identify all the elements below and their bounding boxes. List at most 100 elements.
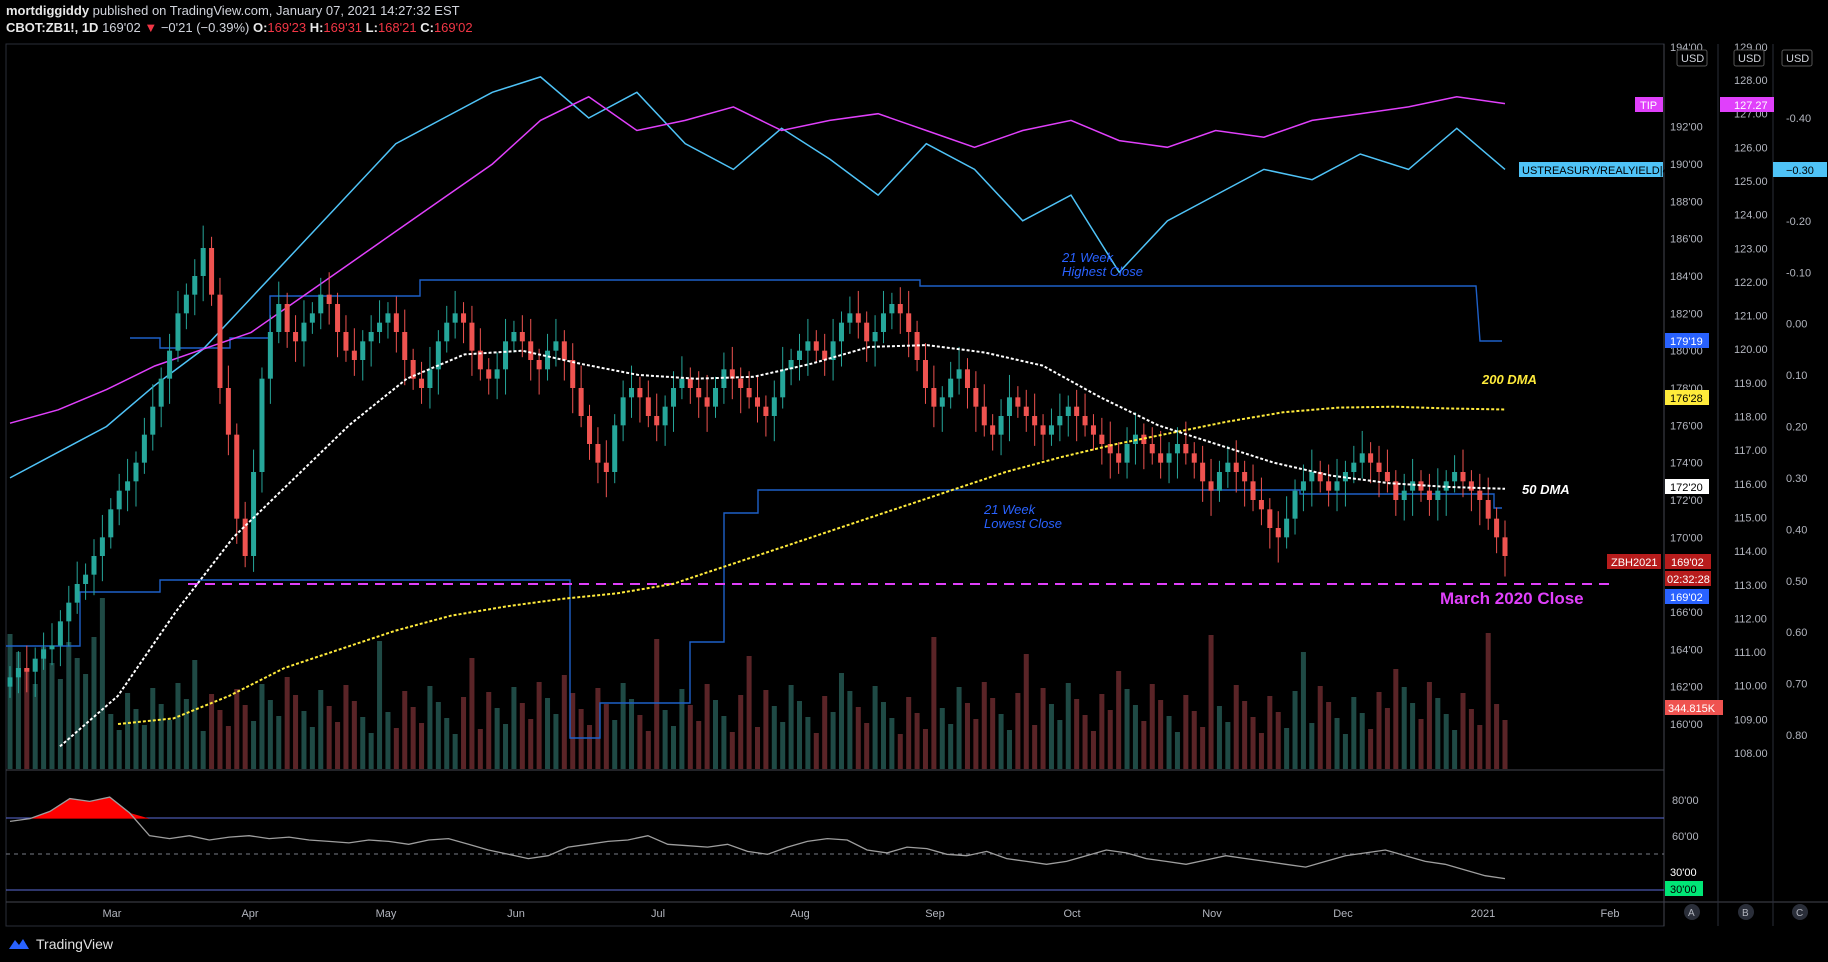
candle-body (956, 369, 962, 379)
candle-body (402, 332, 408, 360)
candle-body (209, 248, 215, 295)
contract-tag: ZBH2021 (1611, 557, 1657, 569)
volume-bar (1158, 700, 1164, 769)
axis-button-b-label: B (1742, 908, 1749, 919)
volume-bar (654, 639, 660, 769)
volume-bar (435, 702, 441, 769)
candle-body (57, 621, 63, 646)
volume-bar (1393, 669, 1399, 769)
volume-bar (595, 688, 601, 769)
volume-bar (780, 722, 786, 769)
candle-body (645, 397, 651, 416)
band-high-label-1: 21 Week (1061, 250, 1115, 265)
yield-axis[interactable]: -0.40-0.30-0.20-0.100.000.100.200.300.40… (1786, 113, 1811, 742)
candle-body (284, 304, 290, 332)
candle-body (1149, 444, 1155, 454)
volume-bar (158, 704, 164, 769)
volume-bar (15, 652, 21, 769)
volume-bar (209, 694, 215, 769)
tip-axis[interactable]: 128.00127.00126.00125.00124.00123.00122.… (1734, 42, 1768, 760)
candle-body (855, 313, 861, 323)
open-label: O: (252, 20, 268, 35)
volume-bar (721, 716, 727, 769)
tip-value-tag: 127.27 (1734, 100, 1768, 112)
candle-body (1435, 490, 1441, 500)
currency-tags: USD USD USD (1676, 49, 1813, 67)
tradingview-brand[interactable]: TradingView (8, 936, 113, 952)
rsi-axis[interactable]: 80'00 60'00 (1672, 795, 1699, 843)
month-label: Sep (925, 908, 945, 920)
candle-body (15, 668, 21, 678)
volume-bar (1057, 720, 1063, 769)
volume-bar (1342, 734, 1348, 769)
volume-bar (1200, 727, 1206, 769)
volume-bar (108, 714, 114, 769)
candle-body (267, 332, 273, 379)
axis-buttons[interactable]: A B C (1684, 904, 1808, 920)
candle-body (1494, 518, 1500, 538)
tip-tick: 128.00 (1734, 75, 1768, 87)
volume-bar (419, 723, 425, 769)
candle-body (1141, 434, 1147, 444)
candle-body (41, 649, 47, 659)
candle-body (780, 369, 786, 398)
candle-body (1502, 537, 1508, 556)
axis-button-c[interactable] (1792, 904, 1808, 920)
tip-tick: 116.00 (1734, 479, 1767, 491)
volume-bar (301, 711, 307, 769)
volume-bar (956, 687, 962, 769)
candle-body (931, 388, 937, 407)
yield-tick: 0.10 (1786, 370, 1807, 382)
candle-body (1258, 500, 1264, 510)
candle-body (419, 378, 425, 388)
candle-body (696, 388, 702, 398)
publish-info: published on TradingView.com, January 07… (92, 3, 460, 18)
volume-bar (1326, 702, 1332, 769)
volume-bar (671, 726, 677, 769)
volume-bar (343, 685, 349, 769)
yield-tick: 0.80 (1786, 730, 1807, 742)
axis-button-a[interactable] (1684, 904, 1700, 920)
author-name[interactable]: mortdiggiddy (6, 3, 90, 18)
volume-bar (830, 712, 836, 769)
volume-bar (603, 704, 609, 769)
candle-body (998, 416, 1004, 435)
candle-body (351, 350, 357, 360)
volume-bar (133, 709, 139, 769)
candle-body (1208, 481, 1214, 491)
band-low-label-1: 21 Week (983, 502, 1037, 517)
candle-body (1057, 416, 1063, 426)
candle-body (1183, 444, 1189, 454)
time-axis[interactable]: Mar Apr May Jun Jul Aug Sep Oct Nov Dec 2021 Feb (103, 908, 1620, 920)
volume-bar (1015, 693, 1021, 769)
volume-bar (528, 719, 534, 769)
price-axis[interactable]: 192'00 190'00 188'00 186'00 184'00 182'00 180'… (1670, 42, 1703, 731)
candle-body (847, 313, 853, 323)
volume-bar (872, 686, 878, 769)
volume-bar (368, 733, 374, 769)
tip-tick: 114.00 (1734, 546, 1767, 558)
candle-body (452, 313, 458, 323)
symbol-label[interactable]: CBOT:ZB1!, 1D (6, 20, 99, 35)
candle-body (671, 388, 677, 407)
candle-body (1326, 481, 1332, 491)
candle-body (1099, 434, 1105, 444)
volume-bar (1502, 720, 1508, 769)
rsi-tick-80: 80'00 (1672, 795, 1699, 807)
candle-body (813, 341, 819, 351)
yield-tick: -0.20 (1786, 216, 1811, 228)
candle-body (360, 341, 366, 360)
rsi-value-tag-2: 30'00 (1670, 884, 1697, 896)
candle-body (704, 397, 710, 407)
candle-body (494, 369, 500, 379)
volume-bar (813, 733, 819, 769)
volume-bar (1166, 716, 1172, 769)
axis-button-a-label: A (1688, 908, 1695, 919)
axis-button-b[interactable] (1738, 904, 1754, 920)
candle-body (788, 360, 794, 370)
candle-body (1418, 481, 1424, 491)
candle-body (200, 248, 206, 276)
candle-body (217, 294, 223, 388)
volume-bar (511, 687, 517, 769)
